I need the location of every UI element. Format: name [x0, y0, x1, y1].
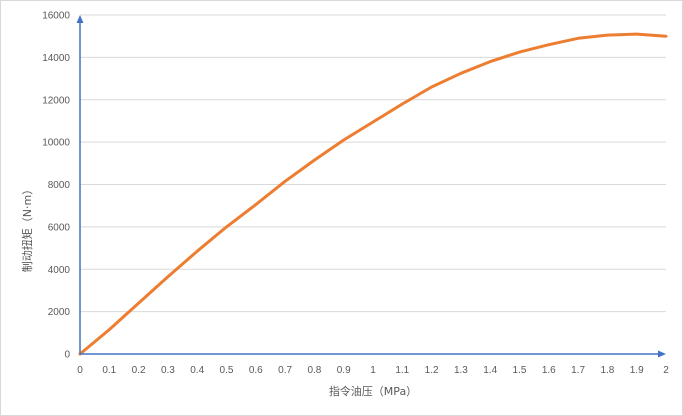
y-axis-title: 制动扭矩（N·m） — [20, 184, 34, 272]
y-tick-label: 16000 — [42, 11, 70, 22]
y-tick-label: 6000 — [48, 222, 71, 233]
x-tick-label: 1.4 — [483, 365, 497, 376]
axes — [76, 15, 666, 358]
x-tick-label: 1.7 — [571, 365, 585, 376]
x-axis-title: 指令油压（MPa） — [329, 384, 417, 398]
x-tick-label: 1.8 — [600, 365, 614, 376]
x-tick-label: 1.1 — [395, 365, 409, 376]
y-tick-label: 8000 — [48, 180, 71, 191]
y-tick-label: 14000 — [42, 53, 70, 64]
y-axis-arrow-icon — [76, 15, 84, 23]
x-tick-label: 0.1 — [102, 365, 116, 376]
x-tick-label: 1.9 — [630, 365, 644, 376]
x-tick-label: 1.5 — [513, 365, 527, 376]
y-tick-label: 4000 — [48, 265, 71, 276]
y-tick-label: 10000 — [42, 138, 70, 149]
x-tick-label: 1.2 — [425, 365, 439, 376]
y-tick-label: 12000 — [42, 95, 70, 106]
x-axis-arrow-icon — [658, 350, 666, 358]
y-tick-label: 2000 — [48, 307, 71, 318]
series-line — [78, 32, 668, 356]
x-tick-label: 1 — [370, 365, 376, 376]
x-tick-label: 0.8 — [307, 365, 321, 376]
x-tick-label: 0.9 — [337, 365, 351, 376]
gridlines — [80, 14, 666, 313]
x-tick-label: 1.6 — [542, 365, 556, 376]
x-tick-label: 1.3 — [454, 365, 468, 376]
x-tick-label: 0.5 — [220, 365, 234, 376]
x-tick-label: 0.6 — [249, 365, 263, 376]
x-tick-label: 0.4 — [190, 365, 204, 376]
y-tick-label: 0 — [64, 350, 70, 361]
x-tick-label: 0.7 — [278, 365, 292, 376]
x-tick-label: 0.3 — [161, 365, 175, 376]
x-tick-label: 0 — [77, 365, 83, 376]
x-tick-labels: 0 0.1 0.2 0.3 0.4 0.5 0.6 0.7 0.8 0.9 1 1.1 1.2 1.3 1.… — [77, 365, 669, 376]
x-tick-label: 0.2 — [132, 365, 146, 376]
series-group — [78, 32, 668, 356]
y-tick-labels: 0 2000 4000 6000 8000 10000 12000 14000 16000 — [42, 11, 70, 361]
x-tick-label: 2 — [663, 365, 669, 376]
